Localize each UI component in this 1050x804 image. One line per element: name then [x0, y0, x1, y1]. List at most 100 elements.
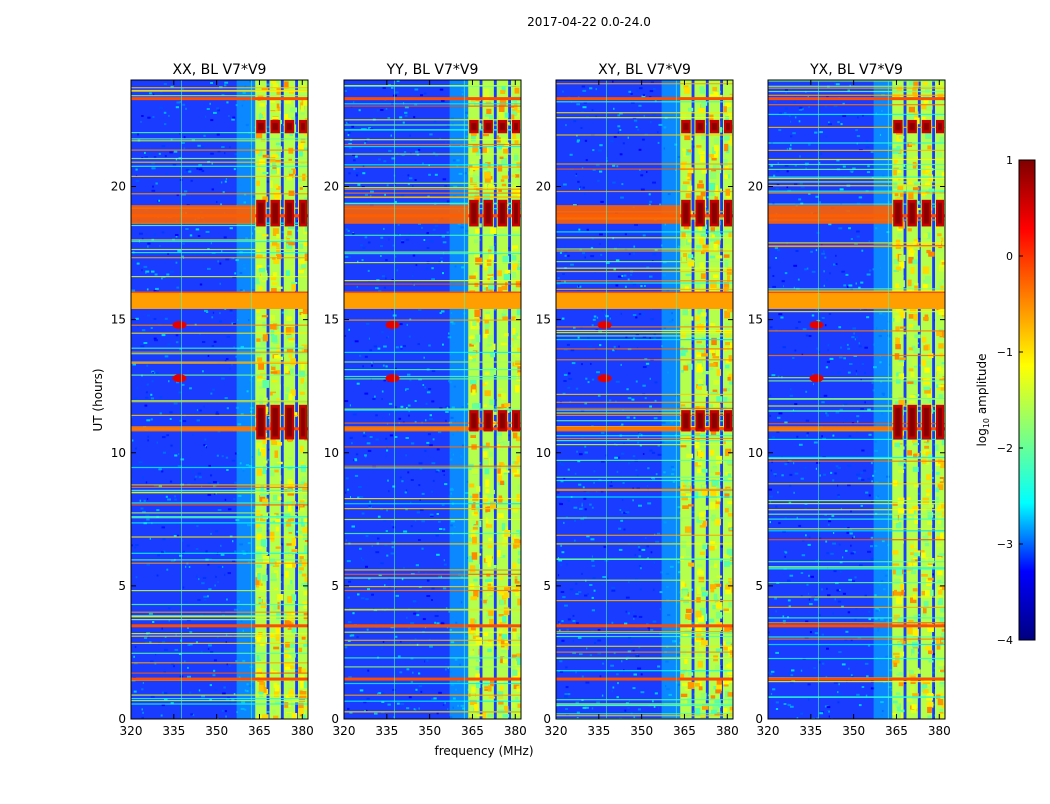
noise-speckle — [599, 243, 600, 245]
rfi-line — [131, 612, 308, 613]
noise-speckle — [644, 115, 645, 117]
noise-speckle — [401, 480, 403, 482]
noise-speckle — [653, 589, 655, 591]
noise-speckle — [445, 669, 446, 671]
noise-speckle — [799, 444, 803, 446]
noise-speckle — [625, 286, 627, 288]
noise-speckle — [202, 341, 205, 343]
rfi-band-texture — [516, 110, 520, 113]
noise-speckle — [212, 389, 215, 391]
rfi-line — [556, 517, 733, 518]
noise-speckle — [363, 432, 365, 434]
noise-speckle — [192, 471, 194, 473]
rfi-band-texture — [681, 694, 687, 697]
noise-speckle — [639, 616, 643, 618]
noise-speckle — [633, 253, 635, 255]
rfi-line — [556, 496, 733, 497]
rfi-line — [131, 653, 308, 654]
noise-speckle — [353, 159, 356, 161]
rfi-line — [131, 333, 308, 334]
rfi-band-texture — [726, 664, 730, 667]
rfi-band-texture — [511, 338, 514, 340]
noise-speckle — [566, 563, 568, 565]
rfi-line — [131, 138, 308, 139]
noise-speckle — [430, 240, 434, 242]
rfi-band-texture — [261, 449, 266, 457]
rfi-line — [344, 124, 521, 125]
noise-speckle — [201, 582, 204, 584]
noise-speckle — [222, 693, 226, 695]
noise-speckle — [215, 576, 217, 578]
rfi-band-texture — [727, 671, 732, 675]
rfi-band-texture — [287, 493, 294, 496]
rfi-band-texture — [261, 539, 267, 547]
noise-speckle — [370, 191, 374, 193]
rfi-band-texture — [685, 614, 691, 620]
noise-speckle — [352, 526, 356, 528]
rfi-band-texture — [701, 312, 707, 316]
rfi-band-texture — [470, 380, 477, 384]
noise-speckle — [162, 231, 165, 233]
y-axis-label: UT (hours) — [91, 368, 105, 431]
rfi-band-texture — [501, 647, 508, 649]
rfi-band-texture — [273, 495, 277, 501]
rfi-band-texture — [501, 138, 506, 145]
noise-speckle — [134, 691, 137, 693]
rfi-band-texture — [687, 150, 692, 153]
noise-speckle — [399, 671, 402, 673]
noise-speckle — [806, 584, 808, 586]
broadband-streak-16h — [131, 293, 308, 309]
saturated-core — [712, 413, 717, 428]
noise-speckle — [639, 149, 642, 151]
noise-speckle — [404, 151, 406, 153]
noise-speckle — [383, 160, 386, 162]
rfi-line — [556, 289, 733, 290]
rfi-line — [131, 522, 308, 523]
noise-speckle — [586, 491, 590, 493]
noise-speckle — [182, 384, 185, 386]
noise-speckle — [353, 414, 357, 416]
rfi-band-texture — [284, 366, 289, 373]
rfi-band-texture — [290, 134, 293, 136]
rfi-line — [556, 489, 733, 490]
noise-speckle — [222, 710, 224, 712]
noise-speckle — [585, 256, 586, 258]
rfi-band-texture — [490, 565, 496, 569]
noise-speckle — [848, 227, 851, 229]
noise-speckle — [403, 345, 406, 347]
rfi-band-texture — [515, 174, 519, 177]
broadband-streak-11h — [131, 426, 255, 431]
noise-speckle — [826, 415, 829, 417]
noise-speckle — [560, 564, 562, 566]
rfi-band-texture — [270, 470, 275, 476]
rfi-band-texture — [257, 357, 262, 362]
rfi-band-texture — [717, 597, 722, 599]
noise-speckle — [154, 339, 158, 341]
rfi-band-texture — [729, 604, 732, 607]
rfi-line — [556, 415, 733, 416]
noise-speckle — [221, 250, 222, 252]
noise-speckle — [218, 509, 222, 511]
noise-speckle — [443, 178, 447, 180]
noise-speckle — [639, 433, 642, 435]
noise-speckle — [424, 239, 426, 241]
noise-speckle — [593, 577, 596, 579]
rfi-line — [556, 438, 733, 439]
noise-speckle — [362, 172, 365, 174]
rfi-band-texture — [292, 549, 298, 552]
rfi-band-texture — [697, 363, 702, 370]
rfi-band-texture — [699, 180, 703, 183]
noise-speckle — [590, 654, 592, 656]
rfi-line — [131, 363, 308, 364]
noise-speckle — [213, 670, 215, 672]
noise-speckle — [639, 549, 641, 551]
rfi-band-texture — [483, 712, 487, 719]
noise-speckle — [625, 233, 627, 235]
noise-speckle — [161, 145, 165, 147]
noise-speckle — [218, 581, 219, 583]
noise-speckle — [637, 129, 639, 131]
rfi-band-texture — [711, 338, 717, 345]
noise-speckle — [433, 438, 435, 440]
rfi-line — [556, 705, 733, 706]
